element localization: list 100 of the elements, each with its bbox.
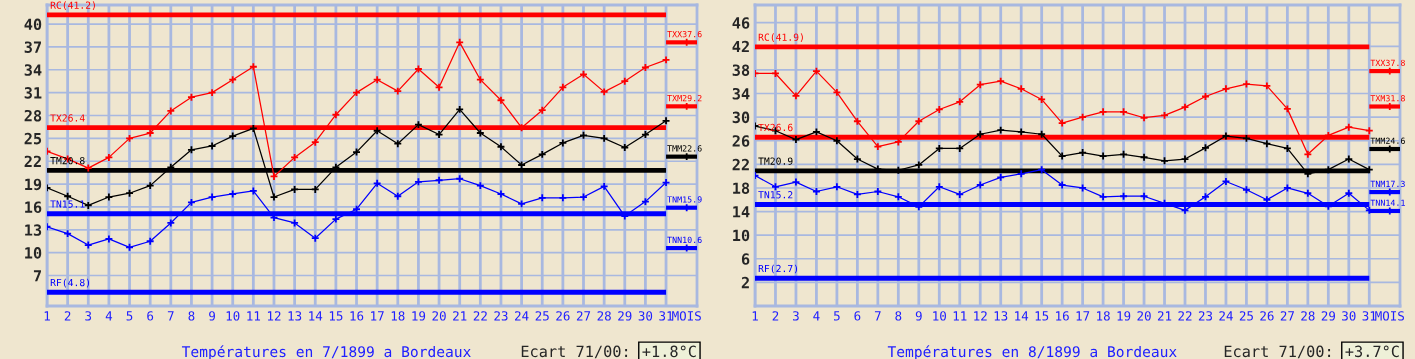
series-label: TNM17.3 <box>1370 180 1405 188</box>
y-tick-label: 13 <box>25 224 42 236</box>
y-tick-label: 16 <box>25 201 42 213</box>
y-tick-label: 28 <box>24 109 42 122</box>
ref-line-label: TX26.4 <box>50 114 85 122</box>
text: Ecart 71/00: <box>1224 345 1331 359</box>
y-tick-label: 2 <box>741 276 749 289</box>
series-label: TXM31.8 <box>1370 95 1405 102</box>
x-tick-label: MOIS <box>672 311 701 321</box>
x-tick-label: 2 <box>772 311 779 321</box>
x-tick-label: 27 <box>576 311 591 321</box>
x-tick-label: 16 <box>350 311 364 321</box>
y-tick-label: 26 <box>732 135 750 147</box>
y-tick-label: 6 <box>741 253 750 265</box>
x-tick-label: 14 <box>309 311 323 321</box>
x-tick-label: 4 <box>105 311 113 321</box>
x-tick-label: 8 <box>188 311 195 321</box>
x-tick-label: 25 <box>535 311 549 321</box>
x-tick-label: MOIS <box>1375 311 1404 321</box>
series-label: TMM24.6 <box>1370 137 1405 144</box>
x-tick-label: 23 <box>1198 311 1213 321</box>
x-tick-label: 31 <box>1362 311 1376 321</box>
x-tick-label: 30 <box>638 311 653 321</box>
x-tick-label: 28 <box>597 311 611 321</box>
x-tick-label: 15 <box>329 311 343 321</box>
x-tick-label: 19 <box>412 311 426 321</box>
x-tick-label: 22 <box>1178 311 1192 321</box>
y-tick-label: 22 <box>732 158 749 171</box>
x-tick-label: 2 <box>64 311 71 321</box>
x-tick-label: 29 <box>1321 311 1336 321</box>
y-tick-label: 34 <box>732 87 750 100</box>
x-tick-label: 24 <box>1219 311 1233 321</box>
x-tick-label: 3 <box>793 311 799 321</box>
text: +1.8°C <box>642 345 696 358</box>
ref-line-label: RC(41.9) <box>758 33 803 42</box>
text: +3.7°C <box>1345 345 1399 358</box>
x-tick-label: 11 <box>247 311 261 321</box>
x-tick-label: 15 <box>1035 311 1049 321</box>
x-tick-label: 26 <box>1260 311 1274 321</box>
x-tick-label: 30 <box>1342 311 1356 321</box>
y-tick-label: 31 <box>24 87 42 99</box>
x-tick-label: 18 <box>1097 311 1110 321</box>
legend-label: TNN14.1 <box>1370 199 1405 206</box>
y-tick-label: 10 <box>25 247 42 259</box>
x-tick-label: 22 <box>473 311 487 321</box>
x-tick-label: 17 <box>371 311 384 321</box>
x-tick-label: 4 <box>813 311 820 321</box>
x-tick-label: 27 <box>1280 311 1294 321</box>
x-tick-label: 20 <box>1137 311 1151 321</box>
x-tick-label: 13 <box>994 311 1008 321</box>
y-tick-label: 7 <box>33 270 41 282</box>
ref-line-label: RF(4.8) <box>50 278 90 288</box>
x-tick-label: 7 <box>167 311 174 321</box>
x-tick-label: 5 <box>126 311 133 321</box>
x-tick-label: 8 <box>895 311 902 321</box>
x-tick-label: 19 <box>1117 311 1131 321</box>
x-tick-label: 9 <box>209 311 215 321</box>
y-tick-label: 34 <box>24 64 42 76</box>
y-tick-label: 25 <box>24 132 42 145</box>
y-tick-label: 46 <box>732 17 750 29</box>
x-tick-label: 10 <box>226 311 240 321</box>
y-tick-label: 42 <box>732 40 749 53</box>
x-tick-label: 1 <box>44 311 50 321</box>
ref-line-label: TN15.2 <box>758 191 793 199</box>
x-tick-label: 5 <box>834 311 840 321</box>
x-tick-label: 13 <box>288 311 302 321</box>
text: Ecart 71/00: <box>521 345 628 359</box>
series-label: TNM15.9 <box>667 196 702 203</box>
x-tick-label: 20 <box>432 311 446 321</box>
x-tick-label: 17 <box>1076 311 1090 321</box>
x-tick-label: 31 <box>659 311 673 321</box>
x-tick-label: 10 <box>933 311 946 321</box>
y-tick-label: 22 <box>24 155 41 168</box>
x-tick-label: 24 <box>515 311 529 321</box>
x-tick-label: 6 <box>147 311 154 321</box>
y-tick-label: 14 <box>733 206 750 218</box>
y-tick-label: 37 <box>24 41 41 53</box>
y-tick-label: 38 <box>732 64 750 76</box>
x-tick-label: 21 <box>1157 311 1172 321</box>
series-label: TXM29.2 <box>667 94 702 102</box>
x-tick-label: 1 <box>752 311 758 321</box>
x-tick-label: 21 <box>453 311 467 321</box>
x-tick-label: 16 <box>1056 311 1069 321</box>
x-tick-label: 7 <box>874 311 881 321</box>
x-tick-label: 18 <box>391 311 405 321</box>
x-tick-label: 14 <box>1015 311 1029 321</box>
ref-line-label: TN15.1 <box>50 200 85 208</box>
x-tick-label: 26 <box>556 311 570 321</box>
x-tick-label: 25 <box>1239 311 1253 321</box>
y-tick-label: 19 <box>25 178 42 191</box>
x-tick-label: 11 <box>953 311 967 321</box>
x-tick-label: 12 <box>974 311 987 321</box>
x-tick-label: 29 <box>618 311 632 321</box>
series-label: TMM22.6 <box>667 145 702 152</box>
x-tick-label: 3 <box>85 311 92 321</box>
x-tick-label: 28 <box>1301 311 1315 321</box>
series-label: TXX37.6 <box>667 30 702 38</box>
y-tick-label: 30 <box>732 111 750 124</box>
y-tick-label: 18 <box>733 182 750 194</box>
ref-line-label: RC(41.2) <box>50 1 95 10</box>
